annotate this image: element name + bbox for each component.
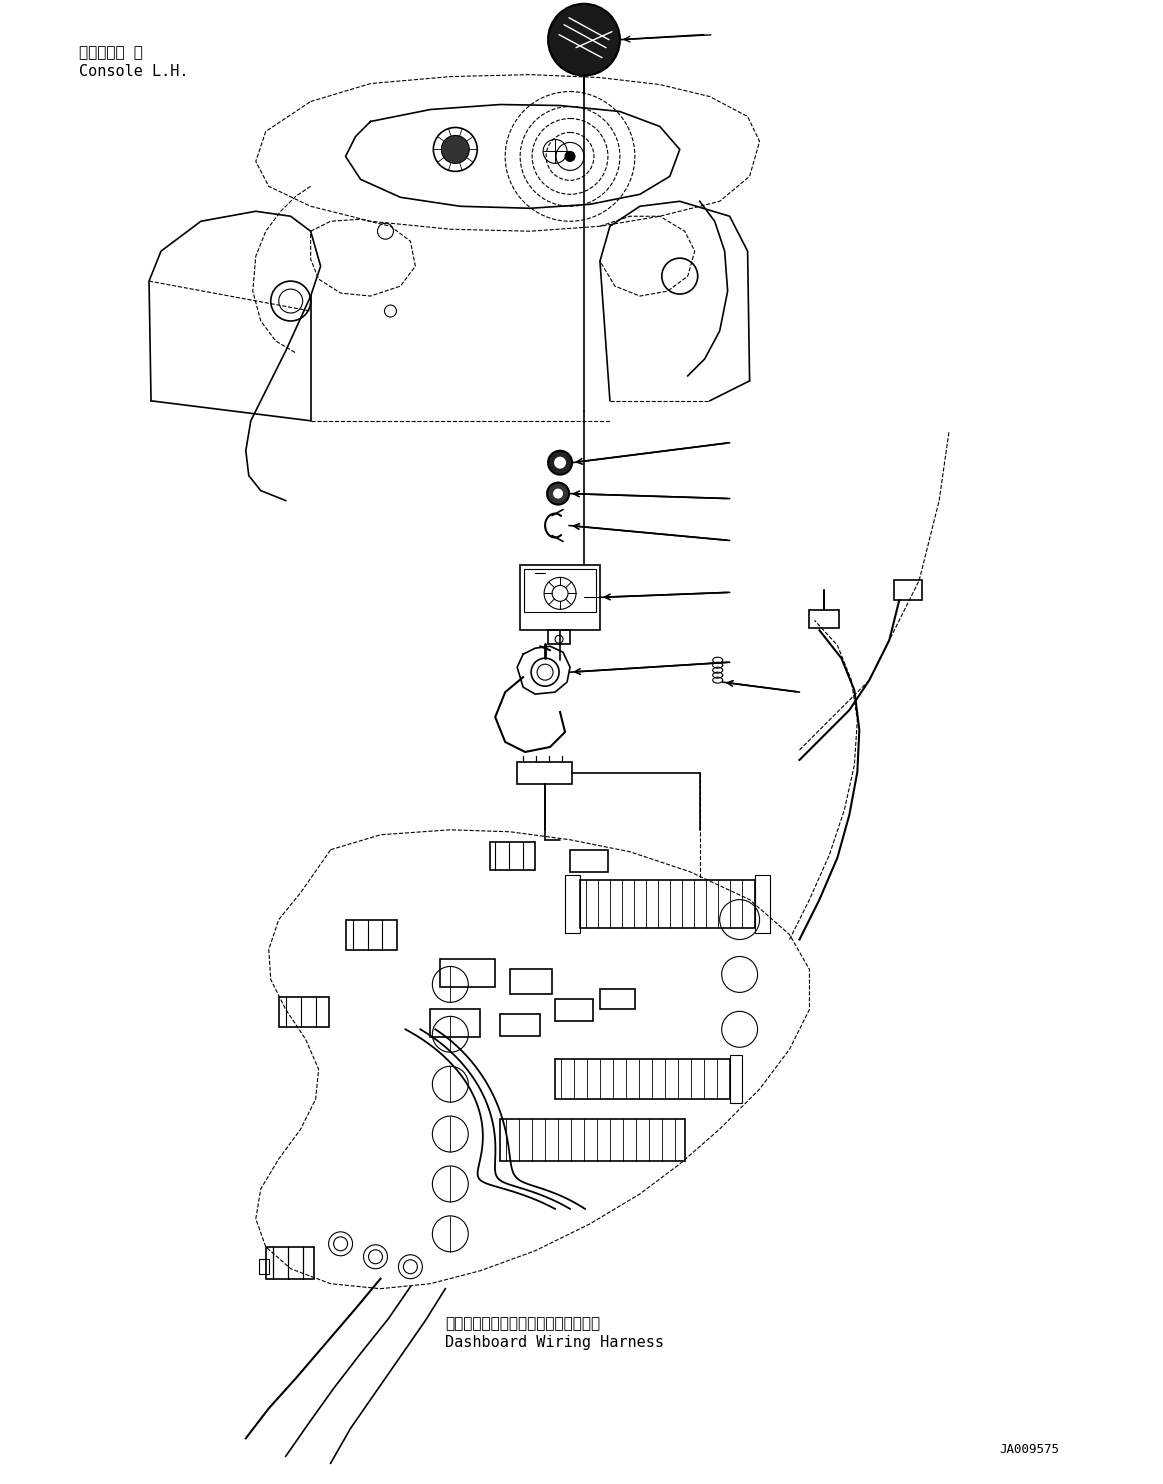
Bar	[729, 1055, 742, 1103]
Bar	[600, 990, 635, 1009]
Bar	[279, 997, 329, 1027]
Bar	[518, 761, 572, 784]
Text: Console L.H.: Console L.H.	[79, 64, 188, 79]
Bar	[259, 1258, 269, 1273]
Bar	[430, 1009, 480, 1037]
Bar	[500, 1015, 540, 1036]
Bar	[345, 920, 398, 950]
Bar	[525, 570, 595, 613]
Circle shape	[554, 457, 566, 469]
Circle shape	[548, 451, 572, 475]
Text: JA009575: JA009575	[999, 1444, 1059, 1456]
Circle shape	[547, 482, 569, 505]
Bar	[894, 580, 922, 601]
Bar	[520, 565, 600, 631]
Bar	[580, 880, 755, 928]
Bar	[565, 874, 580, 932]
Text: Dashboard Wiring Harness: Dashboard Wiring Harness	[445, 1334, 664, 1349]
Bar	[555, 1060, 729, 1100]
Circle shape	[554, 488, 563, 499]
Bar	[755, 874, 770, 932]
Bar	[491, 841, 535, 870]
Bar	[548, 631, 570, 644]
Bar	[266, 1247, 314, 1279]
Bar	[441, 960, 495, 987]
Circle shape	[441, 135, 469, 163]
Circle shape	[565, 151, 575, 162]
Bar	[555, 999, 593, 1021]
Bar	[809, 610, 840, 628]
Bar	[500, 1119, 685, 1160]
Text: コンソール 左: コンソール 左	[79, 46, 143, 61]
Circle shape	[548, 4, 620, 76]
Bar	[511, 969, 552, 994]
Bar	[570, 850, 608, 871]
Text: ダッシュボードワイヤリングハーネス: ダッシュボードワイヤリングハーネス	[445, 1316, 600, 1331]
